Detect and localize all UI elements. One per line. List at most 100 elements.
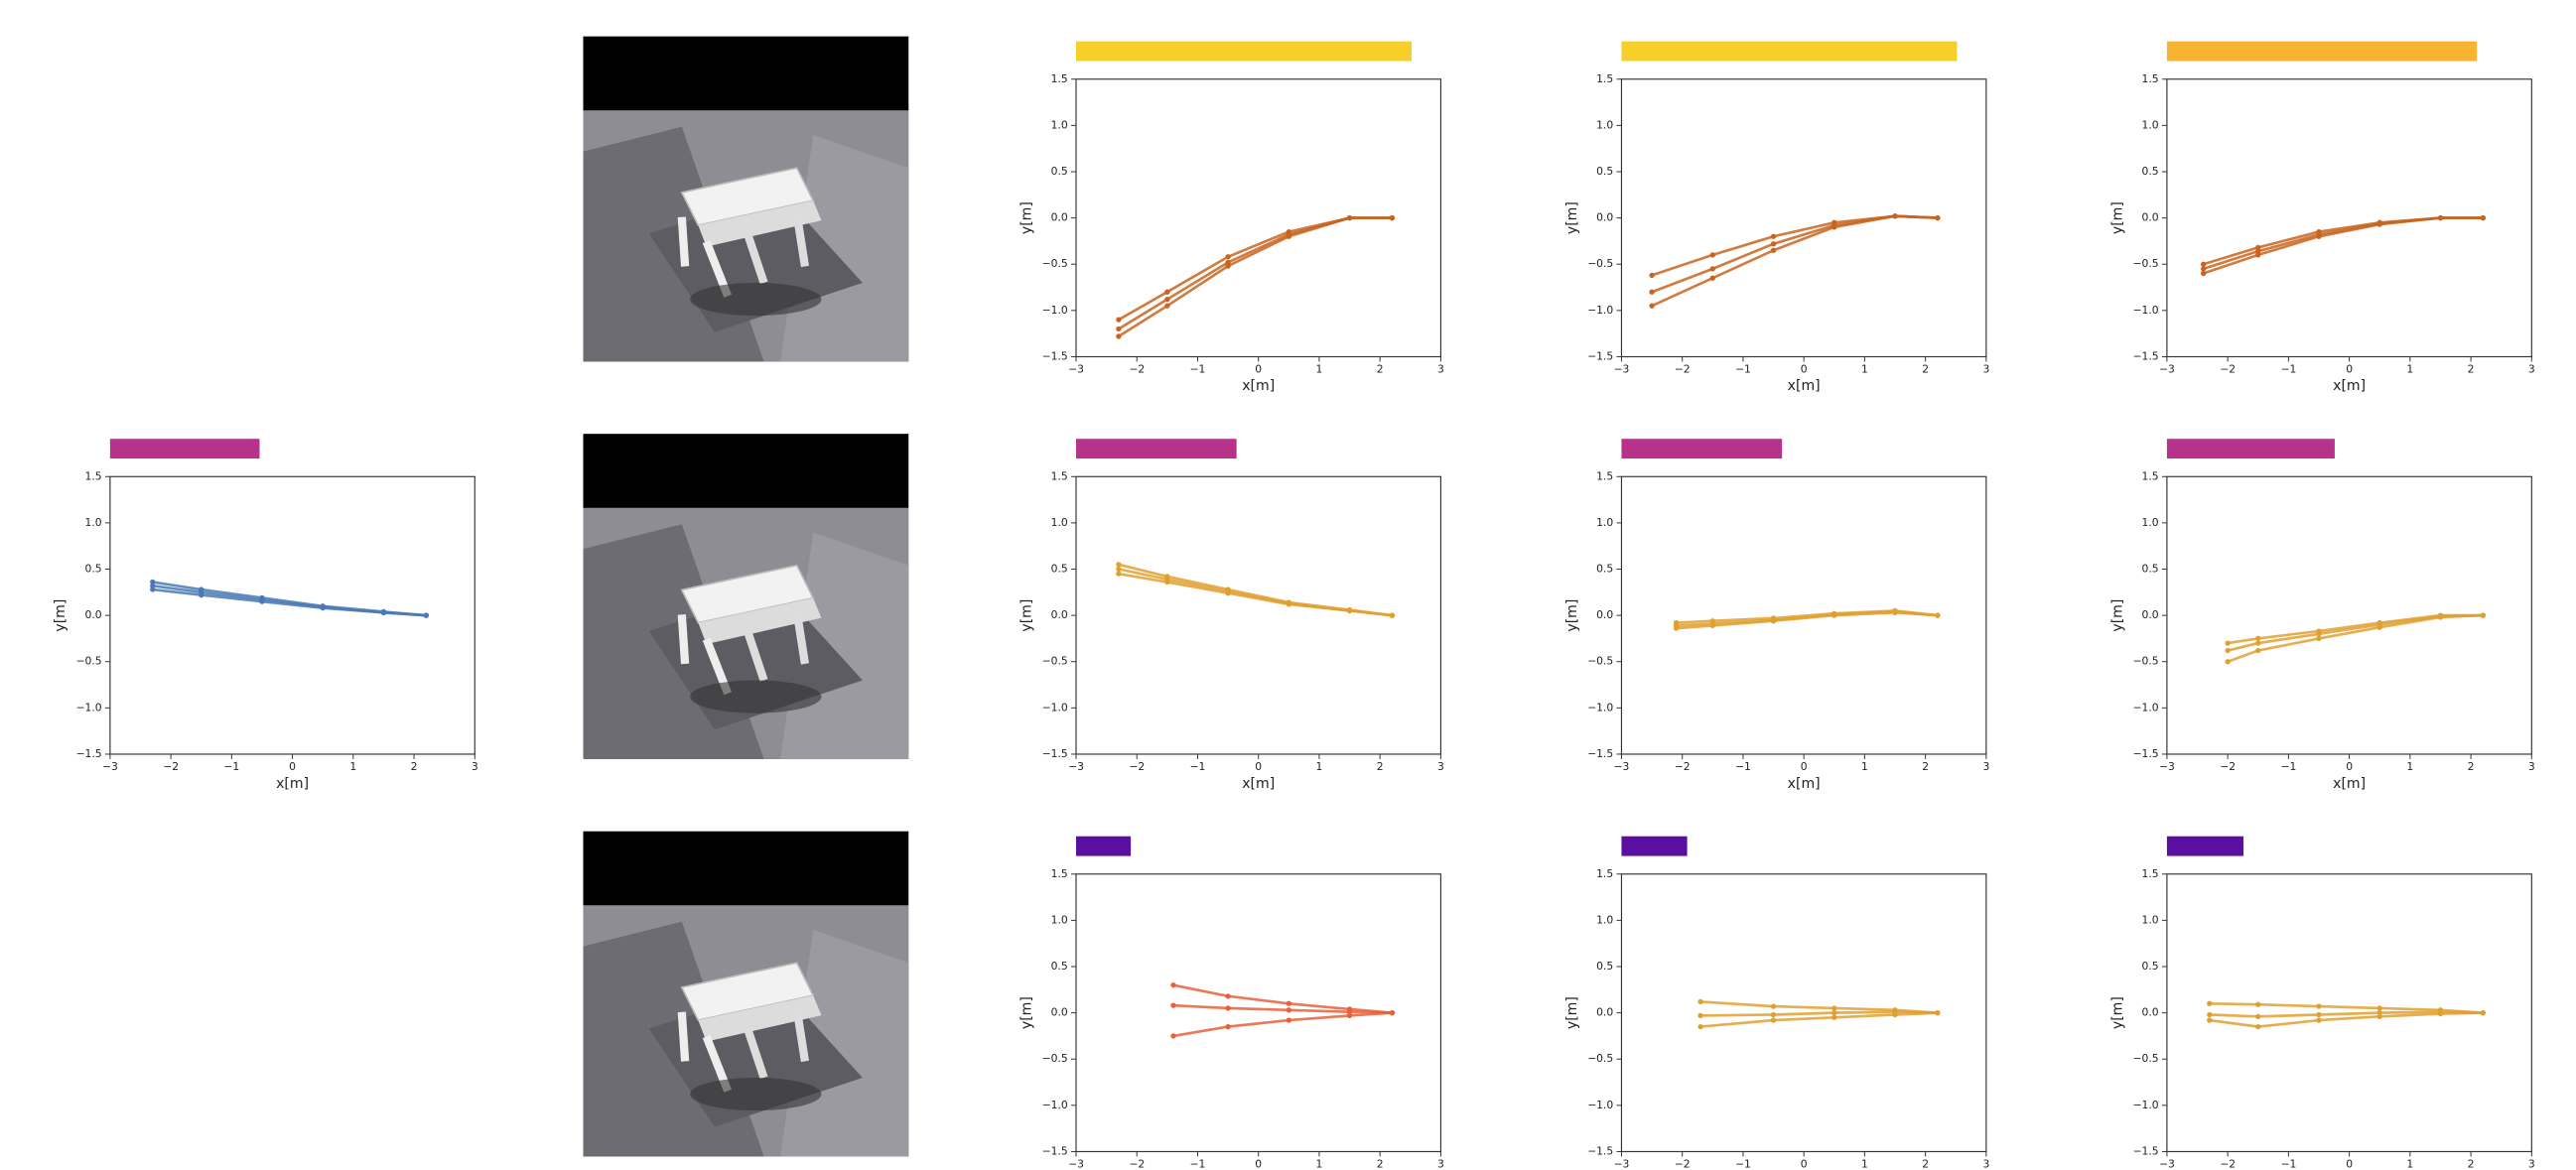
y-tick-label: 1.0 (2142, 516, 2159, 529)
x-tick-label: 0 (1801, 363, 1808, 376)
trajectory-point (2480, 214, 2486, 221)
y-tick-label: −1.0 (1042, 701, 1068, 714)
y-tick-label: −0.5 (2133, 1052, 2159, 1065)
x-tick-label: −3 (1068, 1158, 1084, 1170)
x-tick-label: 2 (1922, 760, 1929, 773)
trajectory-point (1831, 224, 1837, 230)
x-tick-label: 0 (2346, 760, 2353, 773)
trajectory-point (1831, 612, 1837, 618)
y-tick-label: 1.0 (1596, 913, 1613, 926)
trajectory-point (2437, 214, 2444, 221)
x-tick-label: −3 (1068, 363, 1084, 376)
y-tick-label: 1.0 (1051, 913, 1068, 926)
y-tick-label: 1.0 (2142, 118, 2159, 131)
x-tick-label: 3 (1982, 1158, 1989, 1170)
trajectory-point (1225, 586, 1231, 592)
x-tick-label: −2 (1129, 760, 1145, 773)
y-axis-label: y[m] (2109, 201, 2125, 234)
x-tick-label: −2 (1129, 363, 1145, 376)
trajectory-point (2207, 1011, 2213, 1018)
trajectory-point (1697, 1012, 1703, 1019)
trajectory-point (2316, 1011, 2322, 1018)
x-axis-label: x[m] (2333, 378, 2366, 394)
x-tick-label: 0 (1801, 1158, 1808, 1170)
trajectory-point (1709, 622, 1715, 629)
trajectory-point (1164, 574, 1170, 580)
x-tick-label: −2 (1675, 760, 1691, 773)
trajectory-point (1697, 998, 1703, 1005)
trajectory (2203, 216, 2484, 275)
x-tick-label: −3 (1614, 363, 1630, 376)
trajectory-point (150, 579, 156, 585)
x-tick-label: −2 (163, 760, 179, 773)
x-axis-label: x[m] (2333, 776, 2366, 792)
x-tick-label: 0 (289, 760, 296, 773)
x-tick-label: 3 (472, 760, 478, 773)
trajectory-point (1935, 612, 1941, 618)
x-tick-label: 1 (349, 760, 356, 773)
y-tick-label: −0.5 (1587, 655, 1613, 668)
y-tick-label: 1.5 (1596, 867, 1613, 880)
y-tick-label: −0.5 (2133, 257, 2159, 270)
trajectory-point (1116, 562, 1122, 568)
score-bar (2166, 836, 2244, 856)
trajectory-point (1225, 263, 1231, 269)
trajectory-point (1831, 1014, 1837, 1020)
x-tick-label: 1 (1861, 1158, 1868, 1170)
y-tick-label: −1.5 (2133, 747, 2159, 760)
score-bar (2166, 41, 2478, 62)
trajectory-point (2225, 647, 2231, 654)
trajectory-point (1389, 612, 1396, 618)
y-tick-label: 0.5 (1596, 165, 1613, 178)
trajectory-point (150, 583, 156, 588)
y-axis-label: y[m] (1564, 599, 1580, 632)
y-tick-label: 1.0 (2142, 913, 2159, 926)
trajectory-point (1770, 1003, 1777, 1009)
x-tick-label: 3 (1982, 363, 1989, 376)
y-tick-label: 1.5 (1596, 469, 1613, 482)
trajectory-point (2376, 1013, 2382, 1019)
y-tick-label: 1.5 (2142, 469, 2159, 482)
x-tick-label: −1 (1735, 1158, 1751, 1170)
y-tick-label: 1.0 (1596, 118, 1613, 131)
trajectory-point (1346, 1009, 1353, 1015)
trajectory-point (1116, 571, 1122, 577)
y-tick-label: −1.5 (1587, 747, 1613, 760)
x-tick-label: 3 (1437, 1158, 1444, 1170)
trajectory-point (1286, 233, 1291, 239)
y-axis-label: y[m] (2109, 599, 2125, 632)
y-tick-label: 1.5 (1051, 72, 1068, 85)
trajectory-point (1831, 1005, 1837, 1011)
y-tick-label: 0.5 (2142, 960, 2159, 973)
y-tick-label: 0.0 (2142, 1006, 2159, 1019)
x-axis-label: x[m] (1788, 776, 1821, 792)
y-tick-label: 0.0 (1051, 608, 1068, 621)
trajectory-point (2201, 266, 2207, 272)
trajectory-point (2316, 233, 2322, 239)
trajectory-point (2480, 1009, 2486, 1016)
y-tick-label: 0.5 (84, 563, 101, 576)
y-tick-label: −1.5 (2133, 1144, 2159, 1157)
y-tick-label: 1.5 (2142, 72, 2159, 85)
trajectory-point (2255, 1023, 2261, 1030)
y-axis-label: y[m] (1018, 599, 1034, 632)
trajectory-point (199, 586, 204, 592)
y-tick-label: −1.0 (1042, 1099, 1068, 1111)
x-tick-label: 0 (1255, 760, 1262, 773)
trajectory-point (2316, 1017, 2322, 1023)
x-tick-label: 1 (2406, 363, 2413, 376)
y-axis-label: y[m] (1018, 996, 1034, 1029)
y-tick-label: 0.0 (1596, 1006, 1613, 1019)
trajectory-point (2255, 640, 2261, 646)
trajectory-point (1709, 266, 1715, 272)
y-tick-label: −1.0 (1587, 701, 1613, 714)
y-tick-label: 0.5 (2142, 563, 2159, 576)
y-tick-label: −1.0 (1587, 304, 1613, 317)
trajectory-point (2316, 635, 2322, 642)
trajectory-point (380, 608, 387, 615)
score-bar (1621, 439, 1783, 459)
x-tick-label: −1 (1190, 363, 1206, 376)
y-tick-label: −0.5 (1587, 257, 1613, 270)
trajectory-point (2437, 1010, 2444, 1017)
